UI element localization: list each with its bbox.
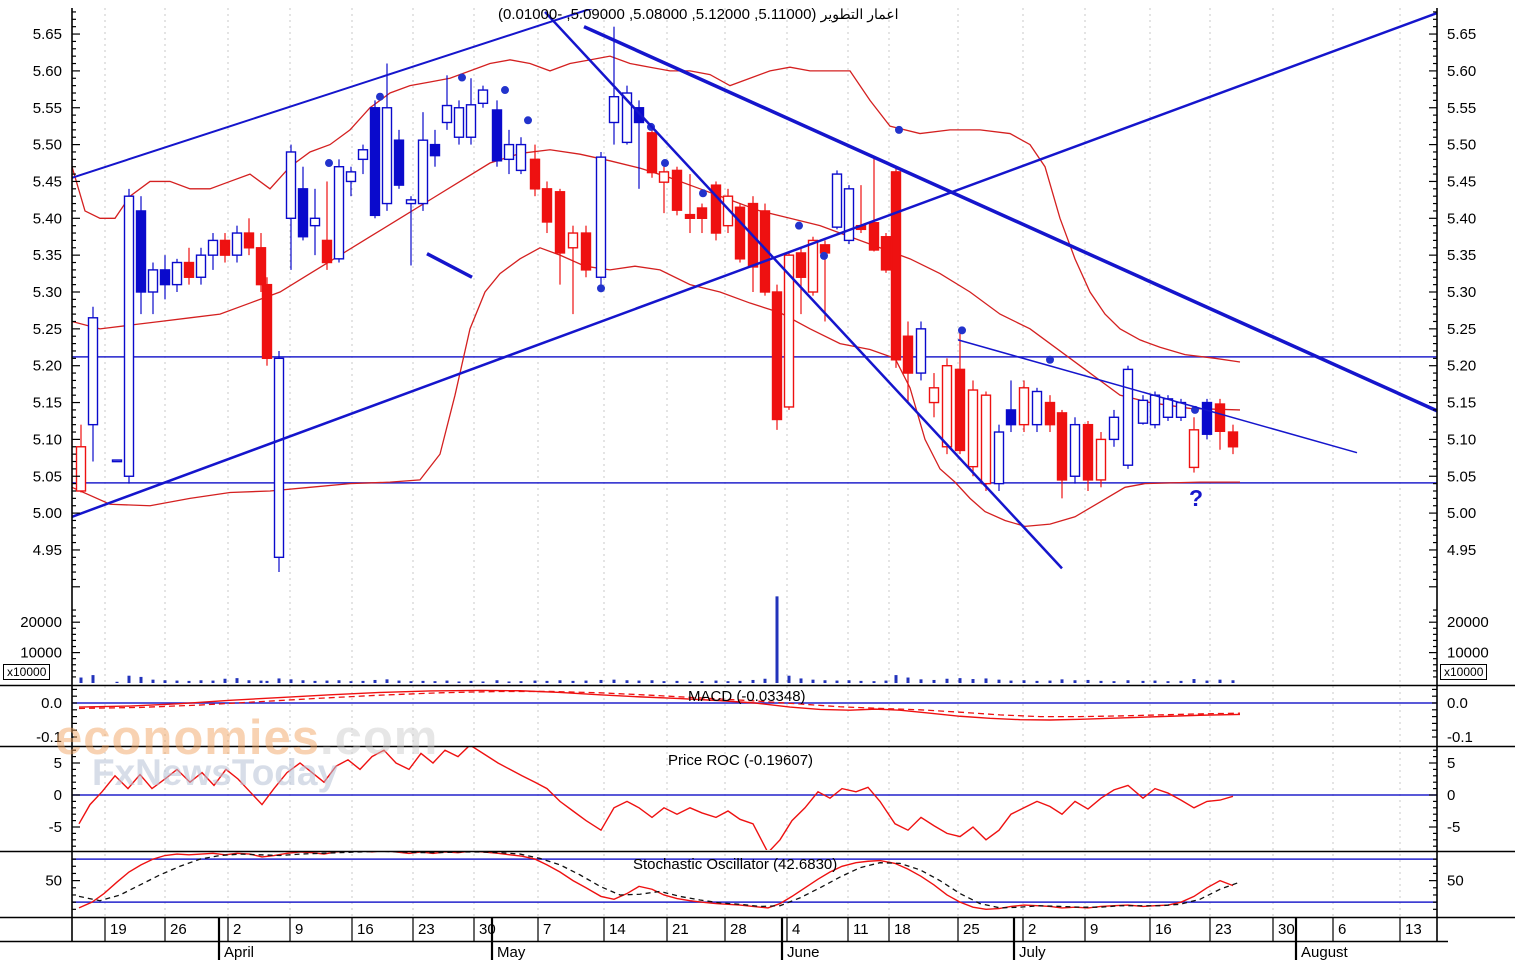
svg-text:0: 0 — [1447, 787, 1455, 804]
svg-text:5.65: 5.65 — [1447, 26, 1476, 43]
svg-text:0.0: 0.0 — [1447, 695, 1468, 712]
watermark-domain: .com — [319, 711, 439, 765]
svg-text:5: 5 — [1447, 755, 1455, 772]
svg-text:19: 19 — [110, 921, 127, 938]
svg-text:25: 25 — [963, 921, 980, 938]
svg-text:5.60: 5.60 — [1447, 63, 1476, 80]
chart-title: اعمار التطوير (5.11000, 5.12000, 5.08000… — [498, 6, 899, 23]
svg-text:14: 14 — [609, 921, 626, 938]
svg-text:5.30: 5.30 — [1447, 284, 1476, 301]
svg-text:5.00: 5.00 — [33, 505, 62, 522]
svg-text:5.50: 5.50 — [1447, 137, 1476, 154]
svg-text:16: 16 — [1155, 921, 1172, 938]
svg-text:10000: 10000 — [20, 645, 62, 662]
macd-panel-title: MACD (-0.03348) — [688, 688, 806, 705]
svg-text:7: 7 — [543, 921, 551, 938]
volume-multiplier-right: x10000 — [1440, 664, 1488, 680]
svg-text:5.25: 5.25 — [33, 321, 62, 338]
svg-text:5.10: 5.10 — [1447, 431, 1476, 448]
svg-text:4.95: 4.95 — [1447, 542, 1476, 559]
svg-text:5.45: 5.45 — [1447, 173, 1476, 190]
svg-text:5.30: 5.30 — [33, 284, 62, 301]
svg-text:2: 2 — [1028, 921, 1036, 938]
panel-frames — [0, 8, 1515, 943]
svg-text:4.95: 4.95 — [33, 542, 62, 559]
svg-text:5.10: 5.10 — [33, 431, 62, 448]
roc-panel — [72, 747, 1437, 850]
svg-text:5.40: 5.40 — [1447, 210, 1476, 227]
volume-multiplier-left: x10000 — [3, 664, 51, 680]
svg-text:5.40: 5.40 — [33, 210, 62, 227]
svg-text:5.45: 5.45 — [33, 173, 62, 190]
svg-text:5.20: 5.20 — [1447, 358, 1476, 375]
macd-panel — [72, 689, 1437, 721]
svg-text:5.50: 5.50 — [33, 137, 62, 154]
svg-text:26: 26 — [170, 921, 187, 938]
svg-text:4: 4 — [792, 921, 800, 938]
svg-text:30: 30 — [479, 921, 496, 938]
svg-text:18: 18 — [894, 921, 911, 938]
svg-text:-5: -5 — [49, 819, 62, 836]
svg-text:5.35: 5.35 — [33, 247, 62, 264]
trendlines — [72, 9, 1437, 570]
svg-text:2: 2 — [233, 921, 241, 938]
roc-panel-title: Price ROC (-0.19607) — [668, 752, 814, 769]
svg-text:5.55: 5.55 — [33, 100, 62, 117]
svg-text:50: 50 — [1447, 873, 1464, 890]
ohlc-readout: (5.11000, 5.12000, 5.08000, 5.09000, -0.… — [498, 6, 817, 23]
date-axis: 19 26 2 9 16 23 30 7 14 21 28 4 11 18 25 2 9 16 23 30 6 13 Apr… — [104, 917, 1422, 961]
svg-text:5.55: 5.55 — [1447, 100, 1476, 117]
svg-text:5: 5 — [54, 755, 62, 772]
price-panel — [72, 55, 1437, 528]
svg-text:30: 30 — [1278, 921, 1295, 938]
watermark-logo: economies.com — [55, 710, 438, 766]
svg-text:5.60: 5.60 — [33, 63, 62, 80]
svg-text:20000: 20000 — [20, 614, 62, 631]
svg-text:-0.1: -0.1 — [1447, 729, 1473, 746]
question-mark-annotation: ? — [1189, 485, 1204, 511]
svg-text:5.65: 5.65 — [33, 26, 62, 43]
stoch-panel — [72, 852, 1437, 911]
svg-text:5.05: 5.05 — [33, 468, 62, 485]
svg-text:5.05: 5.05 — [1447, 468, 1476, 485]
svg-text:11: 11 — [853, 921, 869, 938]
svg-text:5.00: 5.00 — [1447, 505, 1476, 522]
svg-text:July: July — [1019, 944, 1046, 961]
watermark-tagline: FxNewsToday — [92, 752, 339, 793]
svg-text:20000: 20000 — [1447, 614, 1489, 631]
svg-text:0: 0 — [54, 787, 62, 804]
svg-text:April: April — [224, 944, 254, 961]
svg-text:13: 13 — [1405, 921, 1422, 938]
svg-text:0.0: 0.0 — [41, 695, 62, 712]
svg-text:9: 9 — [1090, 921, 1098, 938]
axes: 4.95 4.95 5.00 5.00 5.05 5.05 5.10 5.10 5.15 5.15… — [20, 11, 1489, 910]
svg-text:August: August — [1301, 944, 1349, 961]
svg-text:June: June — [787, 944, 820, 961]
svg-text:May: May — [497, 944, 526, 961]
svg-text:5.15: 5.15 — [1447, 395, 1476, 412]
svg-text:5.15: 5.15 — [33, 395, 62, 412]
svg-text:23: 23 — [418, 921, 435, 938]
svg-text:5.25: 5.25 — [1447, 321, 1476, 338]
svg-text:23: 23 — [1215, 921, 1232, 938]
candlesticks — [75, 26, 1239, 573]
svg-text:16: 16 — [357, 921, 374, 938]
watermark-brand: economies — [55, 711, 320, 765]
svg-text:10000: 10000 — [1447, 645, 1489, 662]
svg-text:5.35: 5.35 — [1447, 247, 1476, 264]
svg-text:9: 9 — [295, 921, 303, 938]
svg-text:5.20: 5.20 — [33, 358, 62, 375]
svg-text:21: 21 — [672, 921, 689, 938]
symbol-name: اعمار التطوير — [820, 6, 899, 22]
svg-text:50: 50 — [45, 873, 62, 890]
svg-text:28: 28 — [730, 921, 747, 938]
stoch-panel-title: Stochastic Oscillator (42.6830) — [633, 856, 838, 873]
svg-text:6: 6 — [1338, 921, 1346, 938]
volume-bars — [79, 596, 1235, 683]
svg-text:-0.1: -0.1 — [36, 729, 62, 746]
svg-text:-5: -5 — [1447, 819, 1460, 836]
